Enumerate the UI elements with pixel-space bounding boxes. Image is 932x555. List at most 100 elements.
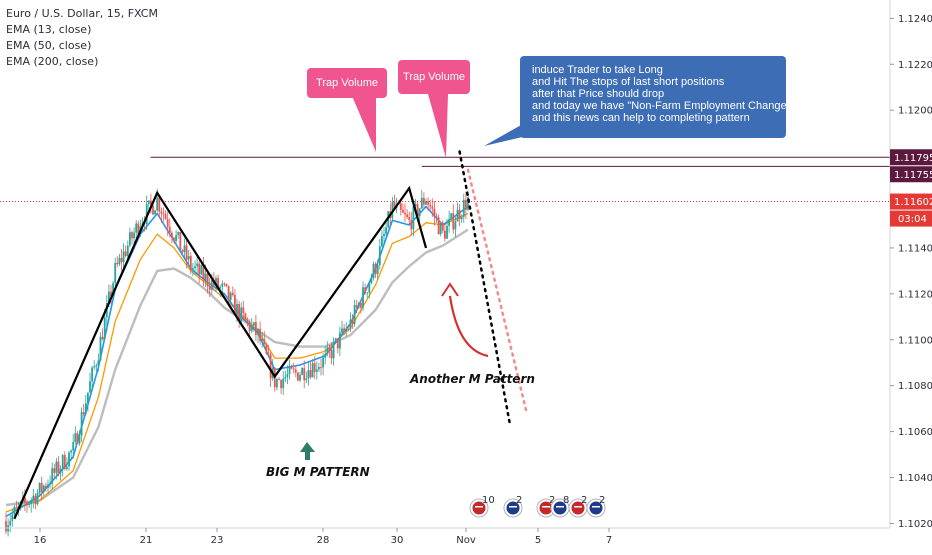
candle-body — [30, 500, 33, 505]
price-tag-level-1[interactable] — [890, 149, 932, 166]
big-m-zigzag[interactable] — [13, 185, 428, 520]
candle-body — [124, 251, 127, 257]
candle-body — [433, 208, 436, 217]
price-tag-level-1-text: 1.11795 — [894, 153, 932, 164]
projection-line-black[interactable] — [458, 150, 512, 426]
price-tag-current-text: 1.11602 — [894, 197, 932, 208]
x-tick-label: 28 — [317, 535, 330, 546]
candle-body — [164, 214, 167, 220]
price-tag-level-2[interactable] — [890, 166, 932, 183]
callout-line-1: induce Trader to take Long — [532, 64, 663, 76]
trap-volume-label-2[interactable]: Trap Volume — [398, 60, 470, 94]
trap-pointer-1 — [352, 96, 376, 152]
candle-body — [269, 354, 272, 379]
candle-body — [315, 369, 318, 372]
candle-body — [399, 203, 402, 210]
x-tick-label: 5 — [535, 535, 541, 546]
candle-body — [435, 216, 438, 218]
candle-body — [250, 325, 253, 332]
countdown-text: 03:04 — [898, 214, 927, 225]
event-flag-stripe — [509, 506, 517, 508]
event-flag-core — [539, 501, 553, 515]
candle-body — [309, 370, 312, 378]
candle-body — [126, 245, 129, 257]
ema200-label: EMA (200, close) — [6, 55, 99, 68]
candle-body — [49, 483, 51, 485]
event-flag-icon[interactable]: 8 — [550, 495, 570, 518]
price-tag-current[interactable] — [890, 193, 932, 210]
candle-body — [74, 433, 77, 443]
candle-body — [45, 485, 47, 488]
candle-body — [318, 367, 320, 370]
candle-body — [292, 368, 295, 370]
ema50-label: EMA (50, close) — [6, 39, 92, 52]
candle-body — [219, 286, 222, 289]
candle-body — [87, 392, 89, 404]
candle-body — [381, 236, 383, 247]
candle-body — [110, 291, 112, 297]
y-tick-label: 1.11000 — [898, 335, 932, 346]
candle-body — [185, 245, 188, 260]
candle-body — [341, 328, 343, 333]
candle-body — [55, 461, 58, 473]
candle-body — [227, 286, 230, 300]
y-tick-label: 1.11200 — [898, 289, 932, 300]
candle-body — [70, 450, 72, 453]
candle-body — [208, 286, 211, 290]
event-flag-icon[interactable]: 2 — [568, 495, 588, 518]
candle-body — [112, 283, 114, 297]
candle-body — [383, 233, 385, 237]
event-flag-icon[interactable]: 10 — [469, 495, 495, 518]
event-flag-stripe — [475, 506, 483, 508]
candle-body — [458, 209, 461, 220]
x-tick-label: 7 — [606, 535, 612, 546]
candle-body — [355, 305, 358, 308]
x-tick-label: 30 — [391, 535, 404, 546]
candle-body — [448, 218, 450, 226]
event-flag-stripe — [592, 506, 600, 508]
candle-body — [299, 374, 301, 381]
candle-body — [467, 197, 469, 210]
candle-body — [248, 321, 251, 332]
candle-body — [97, 360, 100, 366]
candle-body — [150, 200, 152, 206]
trap-volume-label-1[interactable]: Trap Volume — [307, 68, 387, 98]
price-tag-level-2-text: 1.11755 — [894, 170, 932, 181]
candle-body — [334, 338, 337, 342]
price-scale[interactable] — [890, 0, 932, 550]
event-flag-icon[interactable]: 2 — [536, 495, 556, 518]
candle-body — [103, 317, 106, 340]
event-flag-icon[interactable]: 2 — [503, 495, 523, 518]
candle-body — [93, 366, 96, 368]
curved-arrow-red — [448, 295, 489, 358]
candle-body — [91, 367, 93, 382]
candle-body — [278, 379, 280, 380]
candle-body — [108, 291, 110, 304]
candle-body — [240, 307, 243, 322]
explanation-callout[interactable]: induce Trader to take Long and Hit The s… — [520, 56, 791, 138]
candle-body — [408, 216, 411, 220]
candle-body — [242, 307, 245, 314]
candle-body — [76, 433, 79, 444]
y-tick-label: 1.12200 — [898, 60, 932, 71]
event-flag-icon[interactable]: 2 — [586, 495, 606, 518]
candle-body — [210, 280, 213, 290]
candle-body — [171, 232, 173, 238]
candle-body — [166, 219, 169, 227]
up-arrow-icon — [300, 442, 315, 460]
candle-body — [385, 227, 387, 234]
candle-body — [196, 263, 198, 267]
candle-body — [305, 378, 308, 381]
x-tick-label: 23 — [211, 535, 224, 546]
projection-line-pink[interactable] — [466, 168, 529, 415]
candle-body — [202, 265, 205, 280]
candle-body — [66, 466, 68, 470]
candle-body — [286, 374, 289, 378]
candle-body — [231, 292, 234, 295]
candle-body — [179, 231, 182, 251]
candle-body — [156, 197, 159, 211]
y-tick-label: 1.10600 — [898, 427, 932, 438]
candle-body — [288, 366, 291, 375]
candle-body — [454, 221, 457, 230]
